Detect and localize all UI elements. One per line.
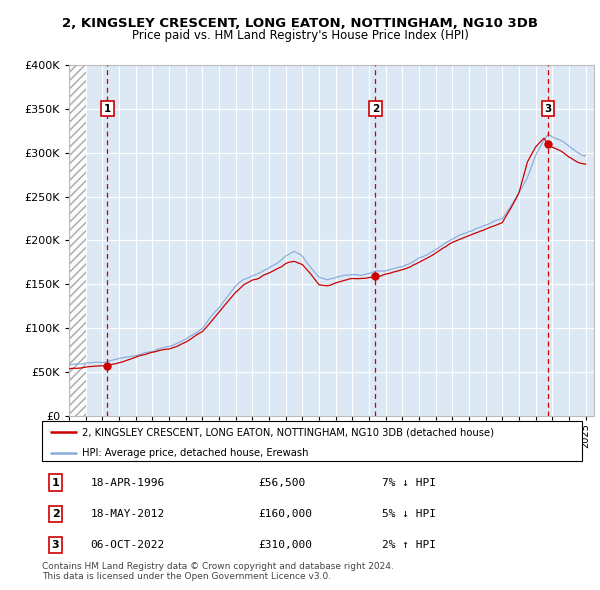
Text: £56,500: £56,500	[258, 477, 305, 487]
FancyBboxPatch shape	[42, 421, 582, 461]
Text: 1: 1	[104, 104, 111, 114]
Text: 2: 2	[372, 104, 379, 114]
Bar	[69, 65, 86, 416]
Text: 3: 3	[52, 540, 59, 550]
Text: 06-OCT-2022: 06-OCT-2022	[91, 540, 165, 550]
Text: Price paid vs. HM Land Registry's House Price Index (HPI): Price paid vs. HM Land Registry's House …	[131, 29, 469, 42]
Text: 5% ↓ HPI: 5% ↓ HPI	[382, 509, 436, 519]
Text: HPI: Average price, detached house, Erewash: HPI: Average price, detached house, Erew…	[83, 448, 309, 458]
Text: Contains HM Land Registry data © Crown copyright and database right 2024.
This d: Contains HM Land Registry data © Crown c…	[42, 562, 394, 581]
Text: 18-APR-1996: 18-APR-1996	[91, 477, 165, 487]
Text: 2, KINGSLEY CRESCENT, LONG EATON, NOTTINGHAM, NG10 3DB (detached house): 2, KINGSLEY CRESCENT, LONG EATON, NOTTIN…	[83, 427, 494, 437]
Text: 18-MAY-2012: 18-MAY-2012	[91, 509, 165, 519]
Text: £310,000: £310,000	[258, 540, 312, 550]
Text: 7% ↓ HPI: 7% ↓ HPI	[382, 477, 436, 487]
Text: 3: 3	[545, 104, 552, 114]
Text: 2, KINGSLEY CRESCENT, LONG EATON, NOTTINGHAM, NG10 3DB: 2, KINGSLEY CRESCENT, LONG EATON, NOTTIN…	[62, 17, 538, 30]
Text: 2: 2	[52, 509, 59, 519]
Text: 2% ↑ HPI: 2% ↑ HPI	[382, 540, 436, 550]
Text: £160,000: £160,000	[258, 509, 312, 519]
Text: 1: 1	[52, 477, 59, 487]
